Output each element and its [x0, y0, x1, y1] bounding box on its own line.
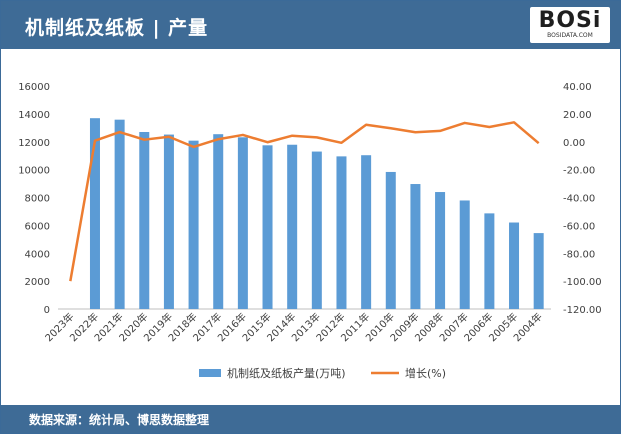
y-right-tick-label: -60.00 [563, 221, 595, 232]
bar [509, 222, 520, 309]
logo-subtext: BOSIDATA.COM [547, 32, 593, 39]
y-right-tick-label: -120.00 [563, 305, 602, 316]
bar [361, 155, 372, 309]
y-right-tick-label: 0.00 [563, 138, 585, 149]
chart-svg: 0 2000 4000 6000 8000 10000 12000 14000 16000 -12… [18, 82, 602, 380]
y-left-tick-label: 12000 [18, 138, 50, 149]
y-left-tick-label: 10000 [18, 166, 50, 177]
header-bar: 机制纸及纸板 | 产量 BOSi BOSIDATA.COM [1, 1, 620, 49]
y-left-tick-label: 2000 [25, 277, 50, 288]
data-source: 数据来源：统计局、博思数据整理 [29, 413, 210, 427]
chart-area: 0 2000 4000 6000 8000 10000 12000 14000 16000 -12… [1, 49, 620, 405]
bar [385, 171, 396, 309]
bar [188, 140, 199, 309]
bar [484, 213, 495, 309]
bar [163, 134, 174, 309]
y-right-tick-label: -20.00 [563, 166, 595, 177]
y-left-tick-label: 0 [44, 305, 50, 316]
bar [213, 134, 224, 309]
bar [435, 192, 446, 309]
bar [139, 131, 150, 309]
bar [89, 118, 100, 310]
y-right-tick-label: 20.00 [563, 110, 592, 121]
bar [311, 151, 322, 309]
y-left-tick-label: 8000 [25, 194, 50, 205]
page-title: 机制纸及纸板 | 产量 [25, 17, 209, 39]
growth-line [69, 121, 540, 282]
y-right-tick-label: -40.00 [563, 194, 595, 205]
bar [262, 145, 273, 309]
footer-bar: 数据来源：统计局、博思数据整理 [1, 405, 620, 433]
bar [533, 233, 544, 309]
brand-logo: BOSi BOSIDATA.COM [530, 7, 610, 43]
legend-label-bar: 机制纸及纸板产量(万吨) [227, 366, 346, 380]
bar [287, 144, 298, 309]
y-right-tick-label: -100.00 [563, 277, 602, 288]
y-right-tick-label: 40.00 [563, 82, 592, 93]
y-left-tick-label: 4000 [25, 249, 50, 260]
legend-label-line: 增长(%) [405, 366, 446, 380]
y-right-tick-label: -80.00 [563, 249, 595, 260]
bar [114, 119, 125, 309]
logo-word: BOSi [538, 8, 602, 33]
bar [237, 137, 248, 309]
bar [410, 184, 421, 309]
legend-swatch-bar [199, 369, 221, 377]
bar [336, 156, 347, 309]
y-left-tick-label: 6000 [25, 221, 50, 232]
bar [459, 200, 470, 309]
y-left-tick-label: 16000 [18, 82, 50, 93]
y-left-tick-label: 14000 [18, 110, 50, 121]
